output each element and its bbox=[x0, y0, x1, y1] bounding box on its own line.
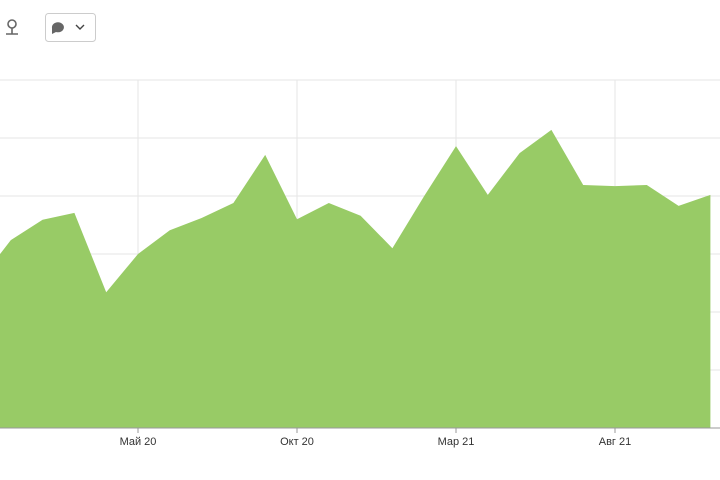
pin-icon[interactable] bbox=[6, 19, 18, 35]
x-tick-label: Мар 21 bbox=[438, 436, 475, 448]
x-tick-label: Окт 20 bbox=[280, 436, 314, 448]
x-tick-label: Авг 21 bbox=[599, 436, 631, 448]
area bbox=[0, 129, 711, 428]
x-tick-label: Май 20 bbox=[120, 436, 157, 448]
comment-dropdown[interactable] bbox=[45, 13, 96, 42]
toolbar bbox=[6, 13, 96, 42]
